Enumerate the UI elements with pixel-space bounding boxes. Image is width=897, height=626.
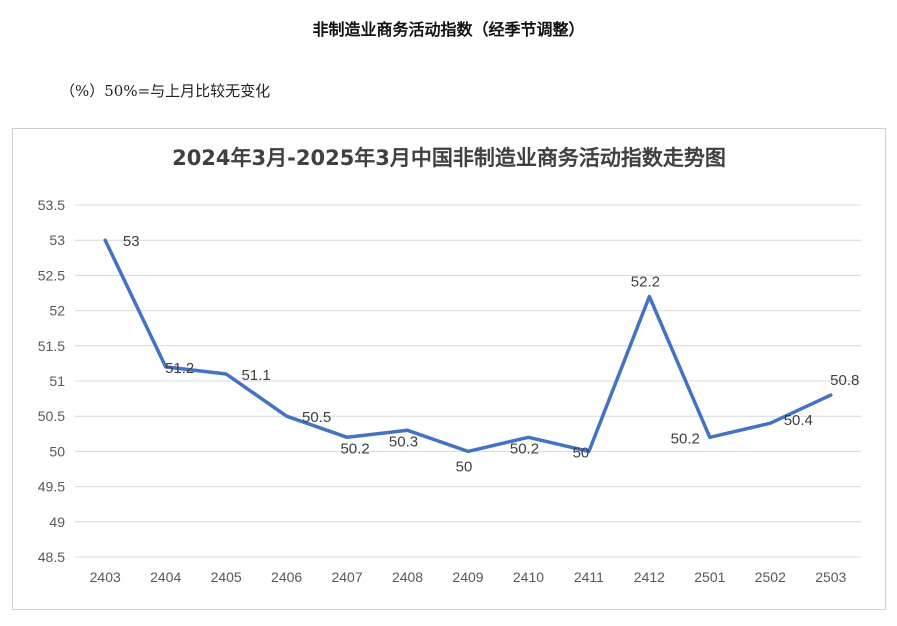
y-tick-label: 51.5 bbox=[38, 338, 65, 354]
data-label: 50.5 bbox=[302, 409, 331, 426]
data-label: 51.1 bbox=[242, 367, 271, 384]
y-tick-label: 48.5 bbox=[38, 549, 65, 565]
document-title: 非制造业商务活动指数（经季节调整） bbox=[312, 20, 585, 39]
x-tick-label: 2404 bbox=[150, 569, 181, 585]
x-axis-ticks: 2403 2404 2405 2406 2407 2408 2409 2410 2411 2412… bbox=[90, 569, 847, 585]
y-tick-label: 52 bbox=[49, 303, 65, 319]
x-tick-label: 2409 bbox=[452, 569, 483, 585]
data-label: 50.4 bbox=[784, 412, 813, 429]
x-tick-label: 2502 bbox=[755, 569, 786, 585]
x-tick-label: 2407 bbox=[331, 569, 362, 585]
y-tick-label: 50.5 bbox=[38, 408, 65, 424]
x-tick-label: 2406 bbox=[271, 569, 302, 585]
data-label: 50.2 bbox=[340, 440, 369, 457]
y-tick-label: 49.5 bbox=[38, 479, 65, 495]
x-tick-label: 2412 bbox=[634, 569, 665, 585]
chart-frame: 2024年3月-2025年3月中国非制造业商务活动指数走势图 48.5 49 49.… bbox=[12, 128, 886, 610]
gridlines bbox=[75, 204, 861, 558]
data-label: 50 bbox=[573, 444, 590, 461]
y-tick-label: 50 bbox=[49, 443, 65, 459]
y-axis-ticks: 48.5 49 49.5 50 50.5 51 51.5 52 52.5 53 53.5 bbox=[38, 197, 65, 565]
chart-title: 2024年3月-2025年3月中国非制造业商务活动指数走势图 bbox=[172, 146, 726, 170]
x-tick-label: 2411 bbox=[574, 569, 604, 585]
x-tick-label: 2408 bbox=[392, 569, 423, 585]
y-tick-label: 53 bbox=[49, 232, 65, 248]
data-label: 50.8 bbox=[830, 372, 859, 389]
y-tick-label: 51 bbox=[49, 373, 65, 389]
line-chart: 2024年3月-2025年3月中国非制造业商务活动指数走势图 48.5 49 49.… bbox=[38, 146, 861, 585]
data-labels: 53 51.2 51.1 50.5 50.2 50.3 50 50.2 50 52.2 50.2 50… bbox=[123, 233, 859, 475]
data-label: 52.2 bbox=[631, 274, 660, 291]
y-tick-label: 52.5 bbox=[38, 267, 65, 283]
data-label: 50 bbox=[456, 458, 473, 475]
series-line bbox=[103, 238, 833, 454]
data-label: 50.3 bbox=[389, 433, 418, 450]
y-tick-label: 49 bbox=[49, 514, 65, 530]
x-tick-label: 2405 bbox=[211, 569, 242, 585]
x-tick-label: 2403 bbox=[90, 569, 121, 585]
y-tick-label: 53.5 bbox=[38, 197, 65, 213]
unit-note: （%）50%=与上月比较无变化 bbox=[60, 82, 271, 100]
series-line-group bbox=[103, 238, 833, 454]
x-tick-label: 2501 bbox=[694, 569, 725, 585]
x-tick-label: 2503 bbox=[815, 569, 846, 585]
data-label: 50.2 bbox=[510, 440, 539, 457]
x-tick-label: 2410 bbox=[513, 569, 544, 585]
data-label: 50.2 bbox=[671, 430, 700, 447]
data-label: 51.2 bbox=[165, 360, 194, 377]
data-label: 53 bbox=[123, 233, 140, 250]
